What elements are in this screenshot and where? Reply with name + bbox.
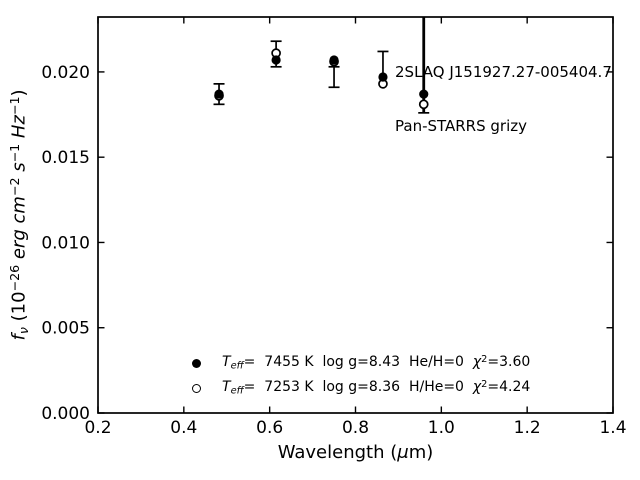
text-segment: 2 (481, 354, 488, 366)
y-tick-label: 0.015 (41, 148, 90, 168)
source-annotation: 2SLAQ J151927.27-005404.7 Pan-STARRS gri… (395, 27, 612, 171)
object-name: 2SLAQ J151927.27-005404.7 (395, 63, 612, 81)
legend-label-model-1: Teff= 7455 K log g=8.43 He/H=0 χ2=3.60 (222, 354, 530, 372)
text-segment: eff (230, 385, 244, 397)
text-segment: =4.24 (487, 379, 531, 396)
text-segment: s (8, 162, 30, 172)
data-point-filled (378, 72, 388, 82)
text-segment: −1 (7, 96, 23, 116)
text-segment: = 7455 K log g=8.43 He/H=0 (243, 354, 473, 371)
text-segment: erg cm (8, 196, 30, 260)
x-tick-label: 0.2 (84, 418, 111, 438)
text-segment: 2 (481, 379, 488, 391)
text-segment (9, 172, 30, 178)
y-tick-label: 0.000 (41, 404, 90, 424)
text-segment: Hz (8, 115, 30, 139)
open-circle-icon (192, 383, 201, 393)
x-tick-label: 0.6 (256, 418, 283, 438)
text-segment: m) (408, 442, 434, 463)
text-segment: T (222, 379, 231, 396)
y-tick-label: 0.020 (41, 63, 90, 83)
text-segment: ) (8, 89, 30, 97)
x-tick-label: 1.4 (599, 418, 626, 438)
x-tick-label: 0.8 (342, 418, 369, 438)
y-axis-label: fν (10−26 erg cm−2 s−1 Hz−1) (7, 89, 31, 340)
text-segment: T (222, 354, 231, 371)
survey-name: Pan-STARRS grizy (395, 117, 528, 135)
text-segment: = 7253 K log g=8.36 H/He=0 (243, 379, 473, 396)
text-segment (9, 138, 30, 144)
filled-circle-icon (192, 358, 201, 368)
legend-row-model-1: Teff= 7455 K log g=8.43 He/H=0 χ2=3.60 (192, 354, 530, 372)
data-point-filled (214, 89, 224, 99)
x-tick-label: 1.0 (428, 418, 455, 438)
text-segment: f (8, 334, 30, 341)
x-axis-label: Wavelength (μm) (98, 442, 613, 463)
text-segment: −26 (7, 264, 23, 292)
text-segment (9, 259, 30, 265)
text-segment: χ (472, 379, 482, 396)
text-segment: −1 (7, 143, 23, 163)
data-point-filled (419, 89, 429, 99)
y-tick-label: 0.010 (41, 233, 90, 253)
text-segment: μ (397, 442, 409, 463)
y-tick-label: 0.005 (41, 319, 90, 339)
data-point-filled (271, 55, 281, 65)
text-segment: (10 (8, 291, 30, 328)
data-point-open (418, 99, 429, 110)
legend-row-model-2: Teff= 7253 K log g=8.36 H/He=0 χ2=4.24 (192, 379, 530, 397)
text-segment: ν (15, 327, 31, 335)
text-segment: =3.60 (487, 354, 531, 371)
legend-label-model-2: Teff= 7253 K log g=8.36 H/He=0 χ2=4.24 (222, 379, 530, 397)
data-point-filled (329, 55, 339, 65)
x-tick-label: 1.2 (514, 418, 541, 438)
text-segment: eff (230, 360, 244, 372)
text-segment: −2 (7, 177, 23, 197)
x-tick-label: 0.4 (170, 418, 197, 438)
text-segment: χ (472, 354, 482, 371)
text-segment: Wavelength ( (277, 442, 398, 463)
